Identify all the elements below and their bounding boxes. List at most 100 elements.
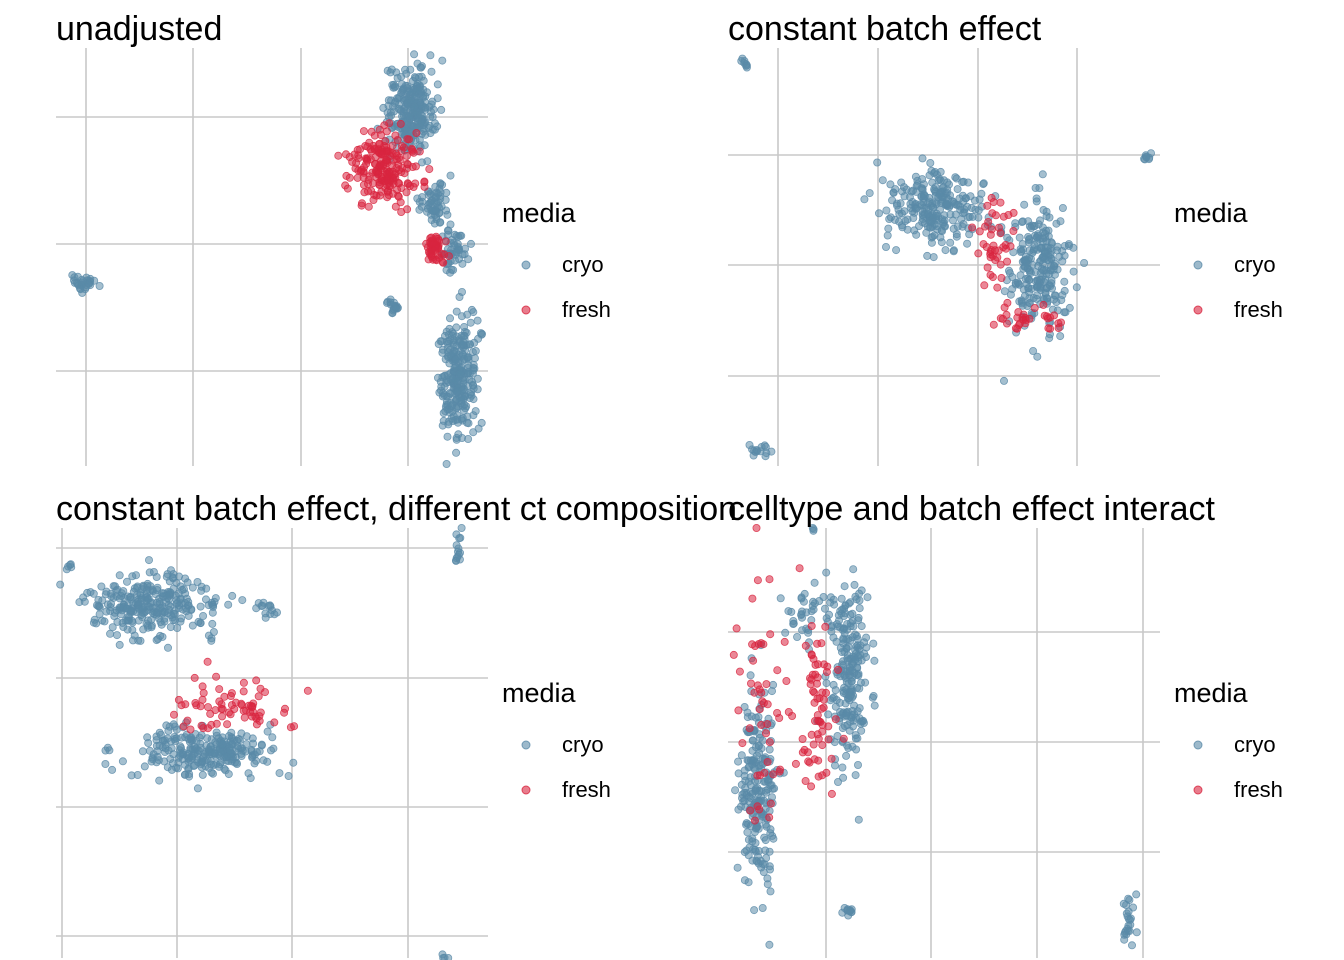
data-point [433,80,442,89]
panel-constant-batch-effect: constant batch effect media cryo fresh [672,0,1344,480]
data-point [439,258,448,267]
data-point [1044,226,1053,235]
data-point [964,213,973,222]
data-point [746,821,755,830]
data-point [224,600,233,609]
data-point [180,760,189,769]
data-point [207,636,216,645]
data-point [392,304,401,313]
data-point [1021,274,1030,283]
data-point [1033,352,1042,361]
data-point [140,762,149,771]
data-point [860,195,869,204]
data-point [1046,250,1055,259]
data-point [380,121,389,130]
data-point [171,736,180,745]
data-point [852,670,861,679]
data-point [895,217,904,226]
data-point [263,727,272,736]
data-point [892,246,901,255]
data-point [424,191,433,200]
data-point [196,702,205,711]
data-point [352,158,361,167]
data-point [903,225,912,234]
scatter-plot [56,524,488,960]
data-point [912,230,921,239]
data-point [464,434,473,443]
legend-label: cryo [1234,252,1276,277]
data-point [746,671,755,680]
data-point [844,911,853,920]
legend-key-cryo [521,740,531,750]
data-point [974,249,983,258]
data-point [196,743,205,752]
data-point [810,688,819,697]
data-point [789,616,798,625]
data-point [851,731,860,740]
data-point [420,177,429,186]
data-point [760,860,769,869]
data-point [466,318,475,327]
data-point [988,273,997,282]
data-point [1013,278,1022,287]
data-point [396,119,405,128]
data-point [238,596,247,605]
data-point [763,874,772,883]
data-point [144,556,153,565]
data-point [196,602,205,611]
data-point [447,265,456,274]
data-point [996,260,1005,269]
data-point [417,62,426,71]
data-point [886,180,895,189]
data-point [457,524,466,533]
data-point [757,688,766,697]
data-point [451,355,460,364]
data-point [1040,254,1049,263]
data-point [280,708,289,717]
data-point [73,280,82,289]
data-point [923,210,932,219]
data-point [819,695,828,704]
data-point [833,665,842,674]
data-point [410,73,419,82]
data-point [751,787,760,796]
data-point [402,188,411,197]
data-point [86,281,95,290]
data-point [1080,258,1089,267]
data-point [754,824,763,833]
data-point [750,906,759,915]
data-point [1040,311,1049,320]
data-point [440,382,449,391]
data-point [929,253,938,262]
data-point [169,720,178,729]
data-point [1056,217,1065,226]
data-point [389,174,398,183]
scatter-plot [728,524,1160,958]
data-point [459,337,468,346]
data-point [458,414,467,423]
data-point [119,587,128,596]
data-point [128,572,137,581]
legend-label: fresh [1234,777,1283,802]
data-point [822,768,831,777]
data-point [918,154,927,163]
data-point [227,728,236,737]
data-point [892,201,901,210]
data-point [923,251,932,260]
data-point [375,139,384,148]
data-point [160,757,169,766]
data-point [810,578,819,587]
data-point [130,631,139,640]
data-point [1058,203,1067,212]
data-point [394,192,403,201]
data-point [751,845,760,854]
data-point [387,111,396,120]
data-point [128,618,137,627]
data-point [259,756,268,765]
data-point [839,734,848,743]
data-point [853,641,862,650]
data-point [838,625,847,634]
data-point [743,828,752,837]
data-point [184,601,193,610]
data-point [986,230,995,239]
